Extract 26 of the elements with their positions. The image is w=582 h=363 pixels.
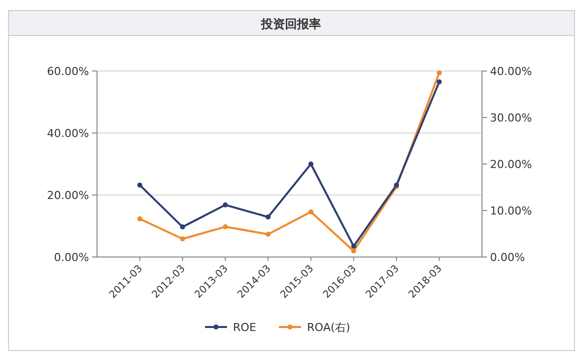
y-tick-label: 20.00% <box>47 189 89 202</box>
y-tick-label: 40.00% <box>47 127 89 140</box>
y2-tick-label: 30.00% <box>490 112 532 124</box>
point <box>222 224 228 230</box>
point <box>137 216 142 222</box>
point <box>222 202 228 208</box>
point <box>266 232 271 237</box>
y2-tick-label: 10.00% <box>490 204 532 218</box>
point <box>351 244 356 249</box>
point <box>180 224 186 230</box>
point <box>308 162 314 166</box>
y2-tick-label: 0.00% <box>490 251 525 264</box>
y-tick-label: 60.00% <box>47 65 89 78</box>
point <box>436 70 442 76</box>
y2-tick-label: 20.00% <box>490 158 532 171</box>
point <box>266 214 271 220</box>
point <box>180 236 186 242</box>
point <box>137 182 142 188</box>
point <box>436 79 442 84</box>
chart-title: 投资回报率 <box>260 17 321 31</box>
legend-label: ROA(右) <box>307 321 350 334</box>
point <box>308 209 314 214</box>
legend-label: ROE <box>233 321 256 334</box>
point <box>351 248 356 254</box>
y-tick-label: 0.00% <box>54 251 89 264</box>
y2-tick-label: 40.00% <box>490 65 532 78</box>
